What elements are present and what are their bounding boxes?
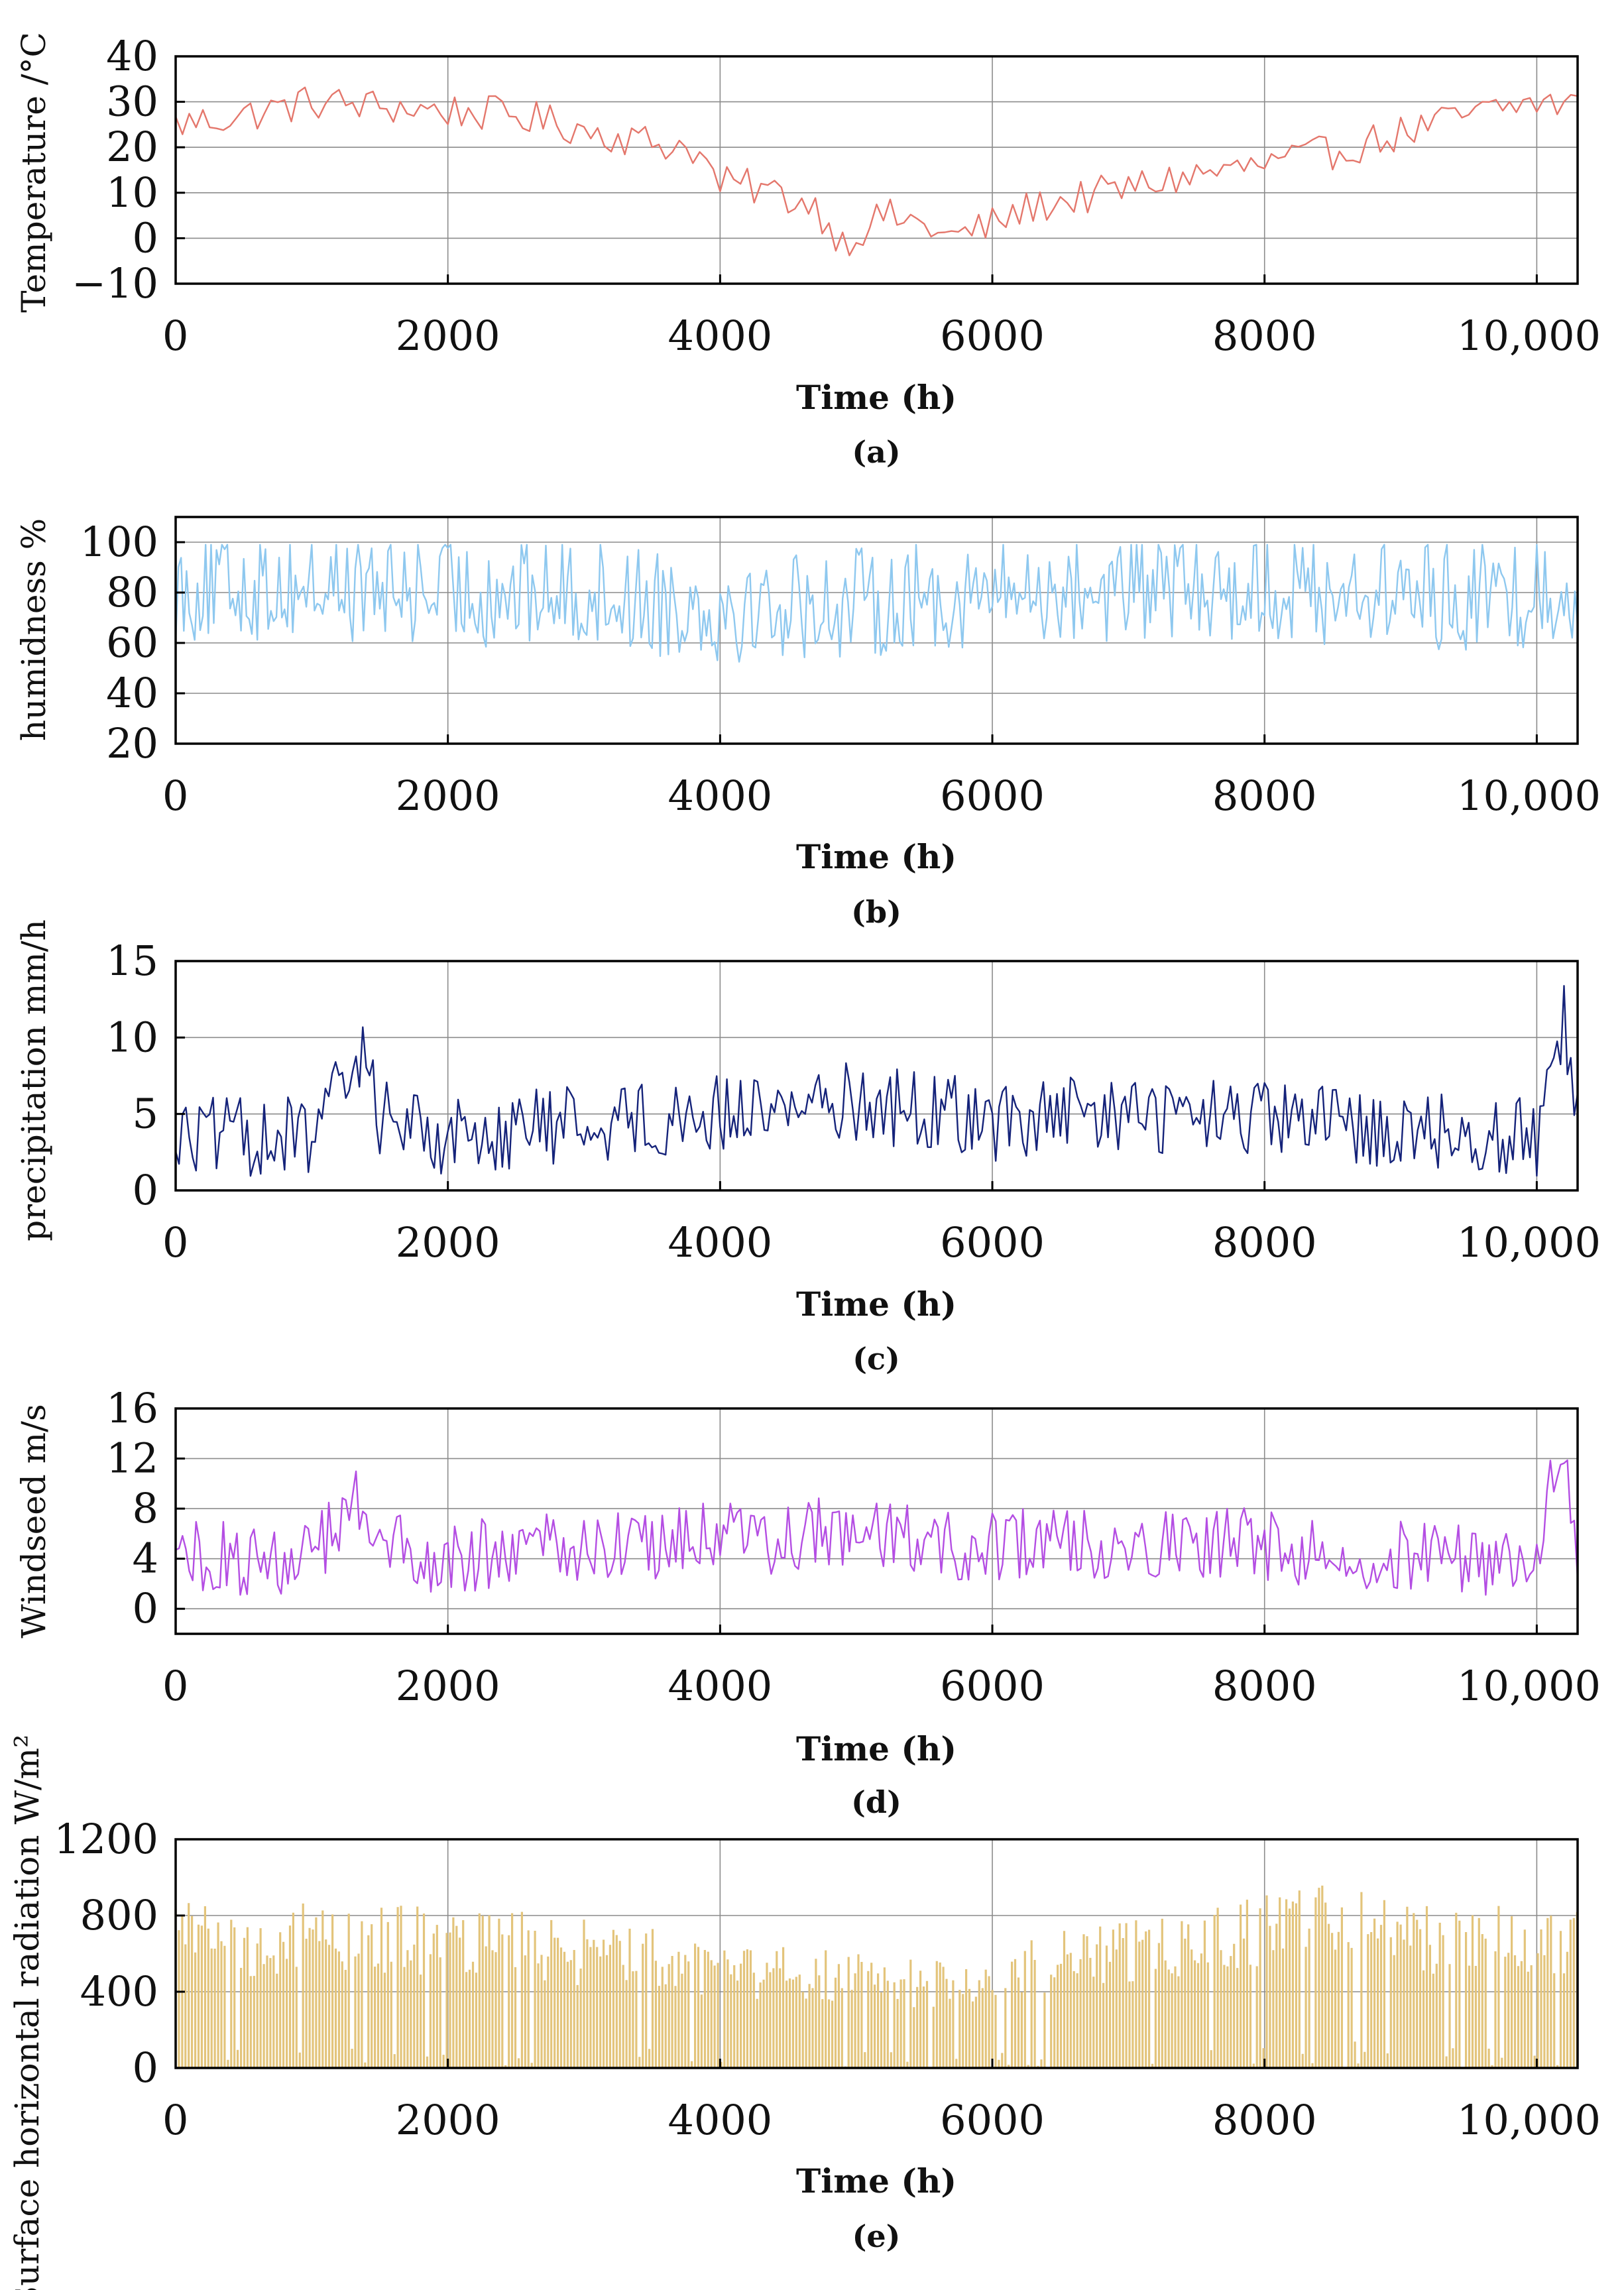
panel-label: (d) bbox=[851, 1784, 901, 1820]
plot-frame bbox=[174, 960, 1579, 1192]
x-axis-label: Time (h) bbox=[796, 1729, 957, 1768]
series-line-b bbox=[174, 544, 1579, 663]
y-tick-label: 10 bbox=[106, 1013, 158, 1061]
x-tick-label: 6000 bbox=[940, 2096, 1045, 2144]
chart-panel-e: 0 400 800 1200 0 2000 4000 6000 8000 10,000 Time (… bbox=[8, 1735, 1601, 2290]
y-tick-label: 10 bbox=[106, 168, 158, 217]
x-tick-label: 8000 bbox=[1212, 1662, 1317, 1710]
x-tick-label: 0 bbox=[162, 1662, 188, 1710]
chart-panel-c: 0 5 10 15 0 2000 4000 6000 8000 10,000 Time (h) pre… bbox=[15, 919, 1601, 1377]
y-tick-label: 40 bbox=[106, 32, 158, 80]
x-tick-label: 8000 bbox=[1212, 1218, 1317, 1267]
series-line-c bbox=[174, 985, 1579, 1177]
y-tick-label: 20 bbox=[106, 123, 158, 171]
x-tick-label: 10,000 bbox=[1457, 1662, 1601, 1710]
series-line-a bbox=[174, 86, 1578, 257]
y-axis-label: precipitation mm/h bbox=[15, 919, 53, 1241]
y-tick-label: 30 bbox=[106, 78, 158, 126]
x-tick-label: 10,000 bbox=[1457, 772, 1601, 820]
x-tick-label: 6000 bbox=[940, 1218, 1045, 1267]
y-tick-label: 0 bbox=[133, 1166, 158, 1214]
x-tick-label: 0 bbox=[162, 2096, 188, 2144]
x-tick-label: 2000 bbox=[396, 312, 500, 360]
y-tick-label: 16 bbox=[106, 1384, 158, 1432]
x-tick-label: 8000 bbox=[1212, 312, 1317, 360]
y-tick-label: 80 bbox=[106, 568, 158, 616]
x-tick-label: 6000 bbox=[940, 1662, 1045, 1710]
x-axis-label: Time (h) bbox=[796, 1285, 957, 1324]
x-tick-label: 4000 bbox=[667, 1218, 772, 1267]
x-tick-label: 4000 bbox=[667, 1662, 772, 1710]
panel-label: (e) bbox=[852, 2218, 901, 2254]
x-tick-label: 10,000 bbox=[1457, 312, 1601, 360]
x-tick-label: 6000 bbox=[940, 772, 1045, 820]
x-tick-label: 10,000 bbox=[1457, 1218, 1601, 1267]
y-tick-label: 12 bbox=[106, 1434, 158, 1483]
series-line-d bbox=[175, 1459, 1579, 1596]
plot-frame bbox=[174, 1407, 1579, 1635]
panel-label: (b) bbox=[851, 894, 901, 930]
x-tick-label: 8000 bbox=[1212, 772, 1317, 820]
radiation-bars bbox=[174, 1885, 1578, 2068]
plot-frame bbox=[174, 1838, 1579, 2069]
panel-label: (c) bbox=[852, 1341, 900, 1377]
x-tick-label: 8000 bbox=[1212, 2096, 1317, 2144]
y-tick-label: 0 bbox=[133, 1584, 158, 1632]
y-axis-label: Surface horizontal radiation W/m² bbox=[8, 1735, 46, 2290]
x-tick-label: 2000 bbox=[396, 772, 500, 820]
y-axis-label: Windseed m/s bbox=[15, 1404, 53, 1638]
x-tick-label: 0 bbox=[162, 312, 188, 360]
plot-frame bbox=[174, 516, 1579, 745]
x-tick-label: 6000 bbox=[940, 312, 1045, 360]
y-tick-label: 60 bbox=[106, 618, 158, 667]
y-tick-label: 40 bbox=[106, 669, 158, 717]
y-tick-label: 20 bbox=[106, 719, 158, 768]
plot-frame bbox=[174, 55, 1579, 285]
y-tick-label: 0 bbox=[133, 2043, 158, 2092]
y-axis-label: Temperature /°C bbox=[15, 32, 53, 313]
y-tick-label: 8 bbox=[133, 1484, 158, 1532]
x-tick-label: 0 bbox=[162, 1218, 188, 1267]
x-axis-label: Time (h) bbox=[796, 378, 957, 417]
x-tick-label: 4000 bbox=[667, 312, 772, 360]
y-tick-label: 4 bbox=[133, 1534, 158, 1583]
x-tick-label: 0 bbox=[162, 772, 188, 820]
y-tick-label: 0 bbox=[133, 213, 158, 262]
x-tick-label: 10,000 bbox=[1457, 2096, 1601, 2144]
y-tick-label: −10 bbox=[72, 259, 158, 308]
y-tick-label: 800 bbox=[80, 1891, 158, 1939]
x-tick-label: 4000 bbox=[667, 772, 772, 820]
y-tick-label: 100 bbox=[80, 518, 158, 566]
y-tick-label: 400 bbox=[80, 1967, 158, 2016]
x-tick-label: 2000 bbox=[396, 1218, 500, 1267]
x-tick-label: 4000 bbox=[667, 2096, 772, 2144]
y-axis-label: humidness % bbox=[15, 518, 53, 741]
y-tick-label: 1200 bbox=[54, 1815, 158, 1863]
x-tick-label: 2000 bbox=[396, 1662, 500, 1710]
panel-label: (a) bbox=[852, 434, 900, 470]
x-axis-label: Time (h) bbox=[796, 837, 957, 876]
y-tick-label: 15 bbox=[106, 937, 158, 985]
x-axis-label: Time (h) bbox=[796, 2161, 957, 2201]
x-tick-label: 2000 bbox=[396, 2096, 500, 2144]
y-tick-label: 5 bbox=[133, 1090, 158, 1138]
